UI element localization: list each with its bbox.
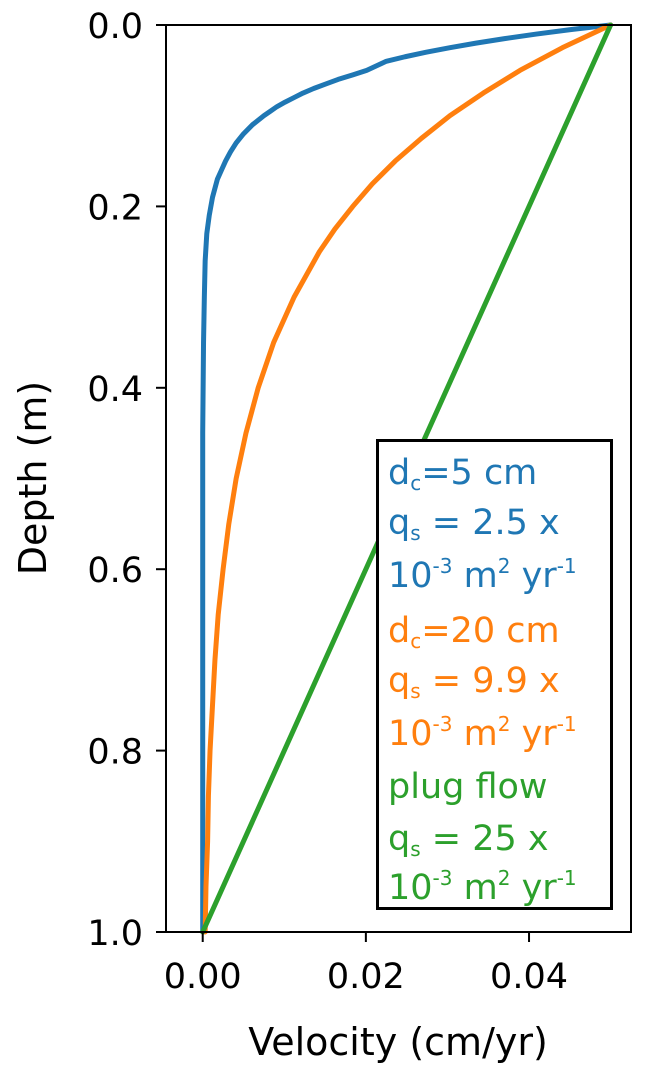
legend-text: =5 cm: [421, 453, 538, 493]
legend-superscript: 2: [497, 712, 511, 736]
legend-subscript: c: [410, 471, 422, 495]
legend-text: m: [452, 556, 498, 596]
legend-green-units: 10-3 m2 yr-1: [388, 868, 577, 906]
x-tick-label: 0.04: [490, 957, 568, 997]
legend-blue-units: 10-3 m2 yr-1: [388, 556, 577, 594]
legend-text: = 2.5 x: [420, 503, 560, 543]
legend-orange-flux: qs = 9.9 x: [388, 661, 560, 703]
legend-subscript: s: [410, 679, 421, 703]
y-tick-label: 0.2: [87, 188, 143, 228]
legend-superscript: -3: [432, 712, 453, 736]
y-tick-label: 0.6: [87, 551, 143, 591]
legend: dc=5 cm qs = 2.5 x 10-3 m2 yr-1 dc=20 cm…: [376, 439, 613, 910]
legend-superscript: -3: [432, 866, 453, 890]
legend-green-label: plug flow: [388, 770, 548, 805]
series-line-orange: [202, 22, 614, 935]
x-axis-label: Velocity (cm/yr): [248, 1020, 548, 1064]
legend-text: = 9.9 x: [420, 661, 560, 701]
legend-blue-depth: dc=5 cm: [388, 453, 538, 495]
series-line-blue: [200, 22, 614, 935]
legend-text: 10: [388, 714, 433, 754]
legend-subscript: c: [410, 629, 422, 653]
legend-subscript: s: [410, 837, 421, 861]
y-tick-label: 0.4: [87, 370, 143, 410]
legend-green-flux: qs = 25 x: [388, 819, 549, 861]
legend-text: q: [388, 661, 411, 701]
y-tick-label: 1.0: [87, 914, 143, 954]
legend-subscript: s: [410, 521, 421, 545]
legend-superscript: -1: [556, 712, 577, 736]
legend-orange-depth: dc=20 cm: [388, 611, 560, 653]
legend-text: m: [452, 714, 498, 754]
plot-area-frame: [165, 24, 632, 933]
x-axis-ticks: 0.00 0.02 0.04: [164, 932, 568, 997]
legend-text: d: [388, 611, 411, 651]
legend-text: yr: [510, 714, 557, 754]
legend-text: m: [452, 868, 498, 908]
y-axis-ticks: 0.0 0.2 0.4 0.6 0.8 1.0: [87, 7, 166, 954]
legend-superscript: -3: [432, 554, 453, 578]
legend-blue-flux: qs = 2.5 x: [388, 503, 560, 545]
legend-text: 10: [388, 868, 433, 908]
legend-superscript: -1: [556, 866, 577, 890]
legend-superscript: 2: [497, 554, 511, 578]
legend-text: 10: [388, 556, 433, 596]
y-axis-label: Depth (m): [11, 381, 55, 576]
y-tick-label: 0.0: [87, 7, 143, 47]
legend-superscript: 2: [497, 866, 511, 890]
legend-superscript: -1: [556, 554, 577, 578]
legend-text: q: [388, 819, 411, 859]
legend-text: = 25 x: [420, 819, 549, 859]
legend-text: plug flow: [388, 767, 548, 807]
y-tick-label: 0.8: [87, 733, 143, 773]
legend-text: =20 cm: [421, 611, 560, 651]
legend-text: q: [388, 503, 411, 543]
legend-text: d: [388, 453, 411, 493]
legend-text: yr: [510, 556, 557, 596]
x-tick-label: 0.02: [327, 957, 405, 997]
legend-orange-units: 10-3 m2 yr-1: [388, 714, 577, 752]
legend-text: yr: [510, 868, 557, 908]
x-tick-label: 0.00: [164, 957, 242, 997]
